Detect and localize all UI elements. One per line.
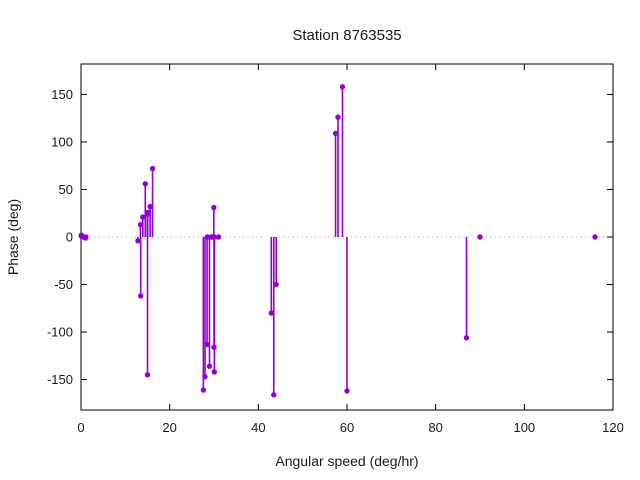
y-tick-label: -150 [47, 372, 73, 387]
y-tick-label: -100 [47, 325, 73, 340]
data-point [592, 234, 598, 240]
data-point [140, 214, 146, 220]
x-tick-label: 120 [602, 420, 624, 435]
data-point [273, 281, 279, 288]
x-tick-label: 100 [513, 420, 535, 435]
data-point [206, 363, 213, 369]
data-point [332, 130, 339, 137]
data-point [202, 374, 208, 380]
data-point [204, 341, 210, 348]
data-point [144, 209, 151, 215]
data-point [204, 234, 211, 240]
y-tick-label: 50 [59, 182, 73, 197]
data-point [211, 204, 217, 211]
data-point [83, 234, 89, 240]
data-point [211, 369, 218, 375]
x-tick-label: 80 [428, 420, 442, 435]
data-points [78, 84, 598, 398]
data-point [147, 203, 153, 210]
x-axis-label: Angular speed (deg/hr) [275, 453, 418, 469]
data-point [144, 372, 151, 378]
x-tick-label: 60 [340, 420, 354, 435]
data-point [149, 165, 156, 172]
x-tick-label: 40 [251, 420, 265, 435]
chart-title: Station 8763535 [292, 27, 401, 44]
data-point [215, 234, 222, 240]
data-point [200, 387, 207, 393]
x-tick-label: 20 [162, 420, 176, 435]
data-point [135, 238, 141, 244]
y-tick-label: 0 [66, 230, 73, 245]
data-point [138, 293, 144, 299]
x-tick-label: 0 [77, 420, 84, 435]
data-point [339, 84, 346, 90]
y-tick-label: -50 [54, 277, 73, 292]
data-point [344, 388, 350, 394]
data-point [211, 344, 217, 350]
data-point [142, 181, 148, 187]
data-point [268, 310, 275, 316]
data-point [211, 234, 217, 240]
y-tick-label: 150 [51, 87, 73, 102]
y-tick-label: 100 [51, 134, 73, 149]
y-axis-label: Phase (deg) [5, 199, 21, 275]
data-point [271, 392, 277, 398]
data-point [137, 221, 144, 228]
data-point [463, 335, 470, 341]
data-point [335, 114, 341, 120]
data-point [477, 234, 483, 240]
